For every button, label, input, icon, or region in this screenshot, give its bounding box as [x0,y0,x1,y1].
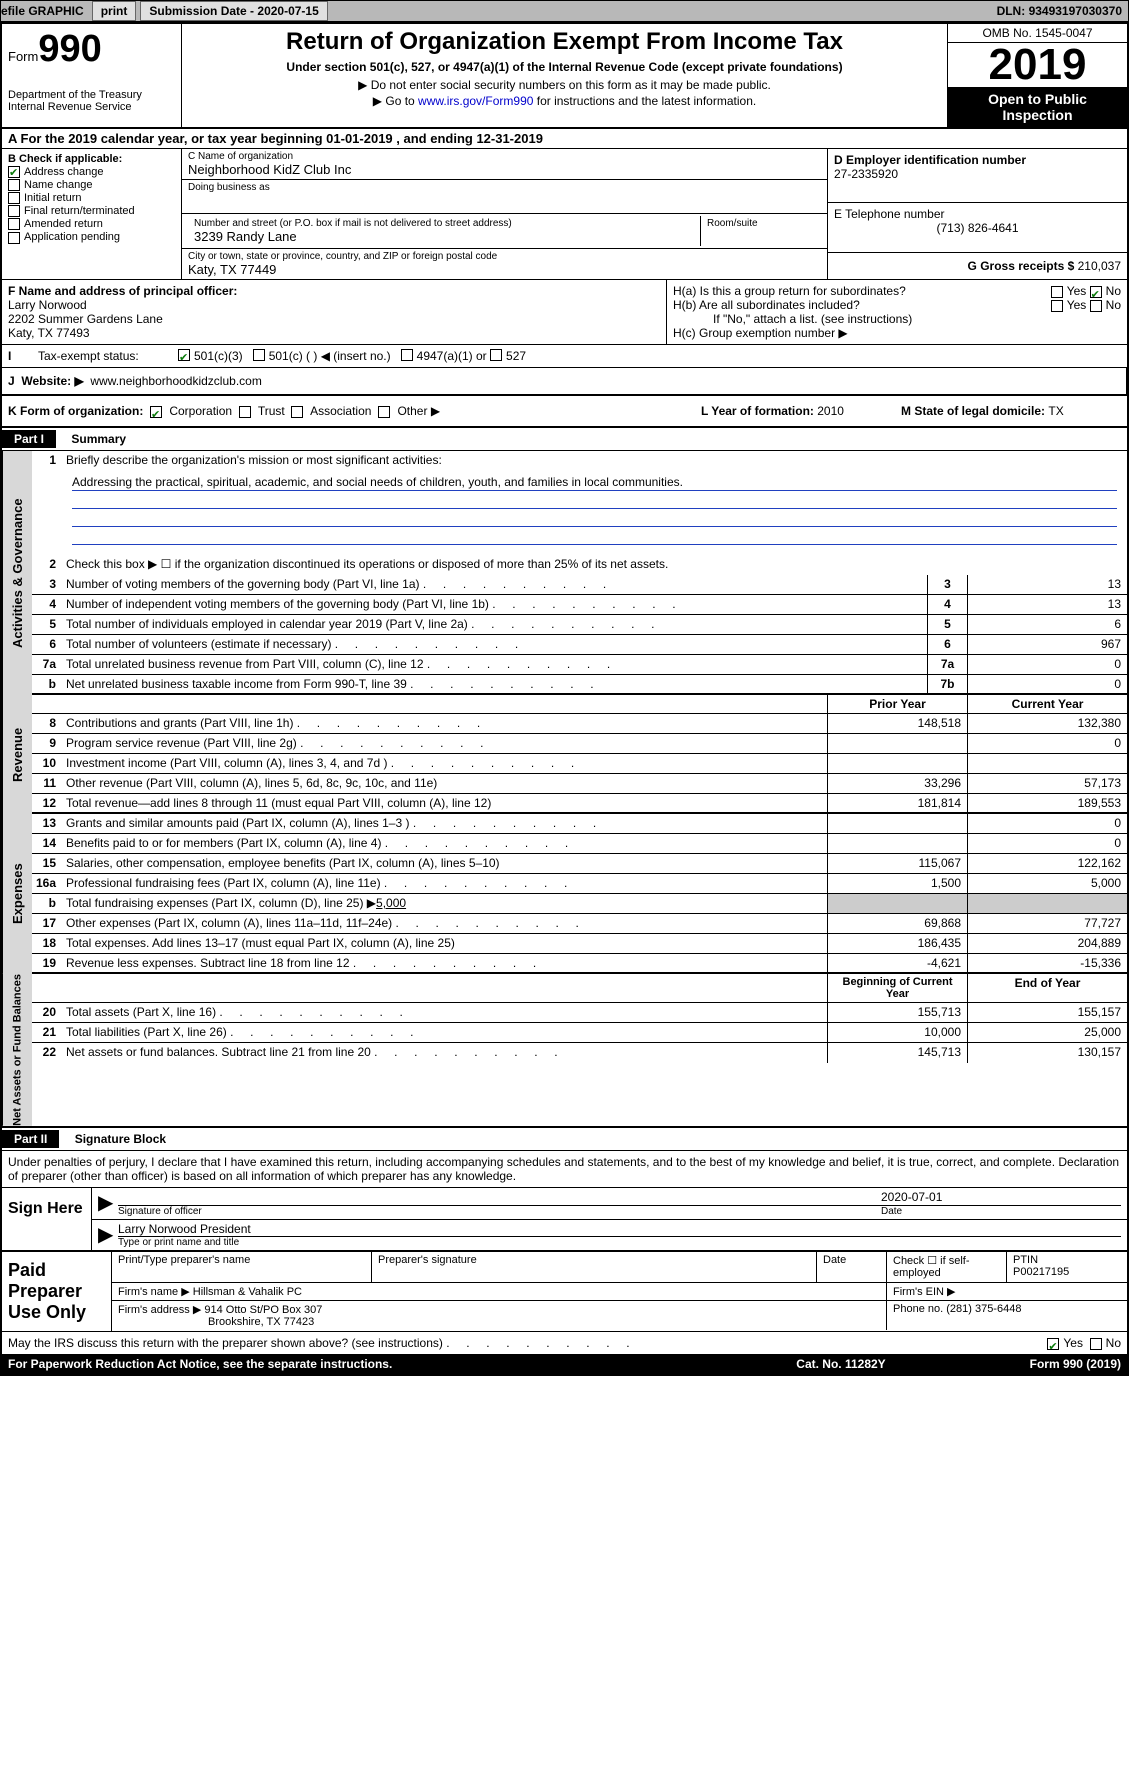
perjury-statement: Under penalties of perjury, I declare th… [2,1151,1127,1187]
cat-no: Cat. No. 11282Y [741,1357,941,1371]
print-button[interactable]: print [92,1,137,21]
chk-address-change[interactable] [8,166,20,178]
chk-name-change[interactable] [8,179,20,191]
street-address: 3239 Randy Lane [194,229,694,244]
paid-preparer-label: Paid Preparer Use Only [2,1252,112,1331]
tax-period: A For the 2019 calendar year, or tax yea… [2,129,1127,149]
ptin: P00217195 [1013,1266,1121,1278]
org-name: Neighborhood KidZ Club Inc [188,162,821,177]
firm-addr2: Brookshire, TX 77423 [118,1316,880,1328]
arrow-icon: ▶ [98,1222,118,1248]
vtab-expenses: Expenses [2,814,32,974]
mission-text: Addressing the practical, spiritual, aca… [72,475,1117,491]
efile-label: efile GRAPHIC [1,4,84,18]
hb-yes[interactable] [1051,300,1063,312]
note-ssn: Do not enter social security numbers on … [192,78,937,92]
l7b-val: 0 [967,675,1127,693]
arrow-icon: ▶ [98,1190,118,1217]
chk-corp[interactable] [150,406,162,418]
note-link: Go to www.irs.gov/Form990 for instructio… [192,94,937,108]
officer-addr1: 2202 Summer Gardens Lane [8,312,660,326]
form-footer: Form 990 (2019) [941,1357,1121,1371]
chk-4947[interactable] [401,349,413,361]
chk-501c3[interactable] [178,349,190,361]
department: Department of the Treasury Internal Reve… [8,89,175,113]
h-a: H(a) Is this a group return for subordin… [673,284,1121,298]
submission-date: Submission Date - 2020-07-15 [140,1,327,21]
l3-val: 13 [967,575,1127,594]
sign-here-label: Sign Here [2,1188,92,1250]
chk-amended[interactable] [8,218,20,230]
gross-receipts: 210,037 [1078,259,1121,273]
ha-yes[interactable] [1051,286,1063,298]
sig-date: 2020-07-01 [881,1190,1121,1206]
vtab-governance: Activities & Governance [2,451,32,695]
l4-val: 13 [967,595,1127,614]
part-ii-header: Part II [2,1130,59,1148]
form-number: Form990 [8,28,175,71]
vtab-net-assets: Net Assets or Fund Balances [2,974,32,1126]
ha-no[interactable] [1090,286,1102,298]
chk-other[interactable] [378,406,390,418]
l7a-val: 0 [967,655,1127,674]
form-title: Return of Organization Exempt From Incom… [192,28,937,56]
chk-501c[interactable] [253,349,265,361]
firm-phone: (281) 375-6448 [946,1303,1021,1315]
h-c: H(c) Group exemption number ▶ [673,326,1121,340]
l6-val: 967 [967,635,1127,654]
tax-exempt-status: I Tax-exempt status: 501(c)(3) 501(c) ( … [2,345,1127,368]
h-b: H(b) Are all subordinates included? Yes … [673,298,1121,312]
website: www.neighborhoodkidzclub.com [90,374,261,388]
top-toolbar: efile GRAPHIC print Submission Date - 20… [0,0,1129,22]
chk-pending[interactable] [8,232,20,244]
l5-val: 6 [967,615,1127,634]
phone: (713) 826-4641 [834,221,1121,235]
chk-assoc[interactable] [291,406,303,418]
firm-addr1: 914 Otto St/PO Box 307 [204,1304,322,1316]
ein: 27-2335920 [834,167,1121,181]
city-state-zip: Katy, TX 77449 [188,262,821,277]
form-of-org: K Form of organization: Corporation Trus… [8,404,701,418]
discuss-yes[interactable] [1047,1338,1059,1350]
chk-final[interactable] [8,205,20,217]
hb-no[interactable] [1090,300,1102,312]
form-990: Form990 Department of the Treasury Inter… [0,22,1129,1376]
dln: DLN: 93493197030370 [997,4,1128,18]
vtab-revenue: Revenue [2,695,32,814]
section-b-checkboxes: B Check if applicable: Address change Na… [2,149,182,279]
part-i-header: Part I [2,430,56,448]
state-domicile: M State of legal domicile: TX [901,404,1121,418]
chk-trust[interactable] [239,406,251,418]
discuss-no[interactable] [1090,1338,1102,1350]
year-formation: L Year of formation: 2010 [701,404,901,418]
officer-name: Larry Norwood [8,298,660,312]
form-subtitle: Under section 501(c), 527, or 4947(a)(1)… [192,60,937,74]
discuss-question: May the IRS discuss this return with the… [8,1336,1047,1350]
pra-notice: For Paperwork Reduction Act Notice, see … [8,1357,741,1371]
officer-addr2: Katy, TX 77493 [8,326,660,340]
irs-link[interactable]: www.irs.gov/Form990 [418,94,533,108]
officer-printed: Larry Norwood President [118,1222,1121,1237]
tax-year: 2019 [948,43,1127,87]
chk-initial[interactable] [8,192,20,204]
firm-name: Hillsman & Vahalik PC [193,1286,302,1298]
open-public: Open to Public Inspection [948,87,1127,127]
chk-527[interactable] [490,349,502,361]
website-row: J Website: ▶ www.neighborhoodkidzclub.co… [2,368,1127,394]
